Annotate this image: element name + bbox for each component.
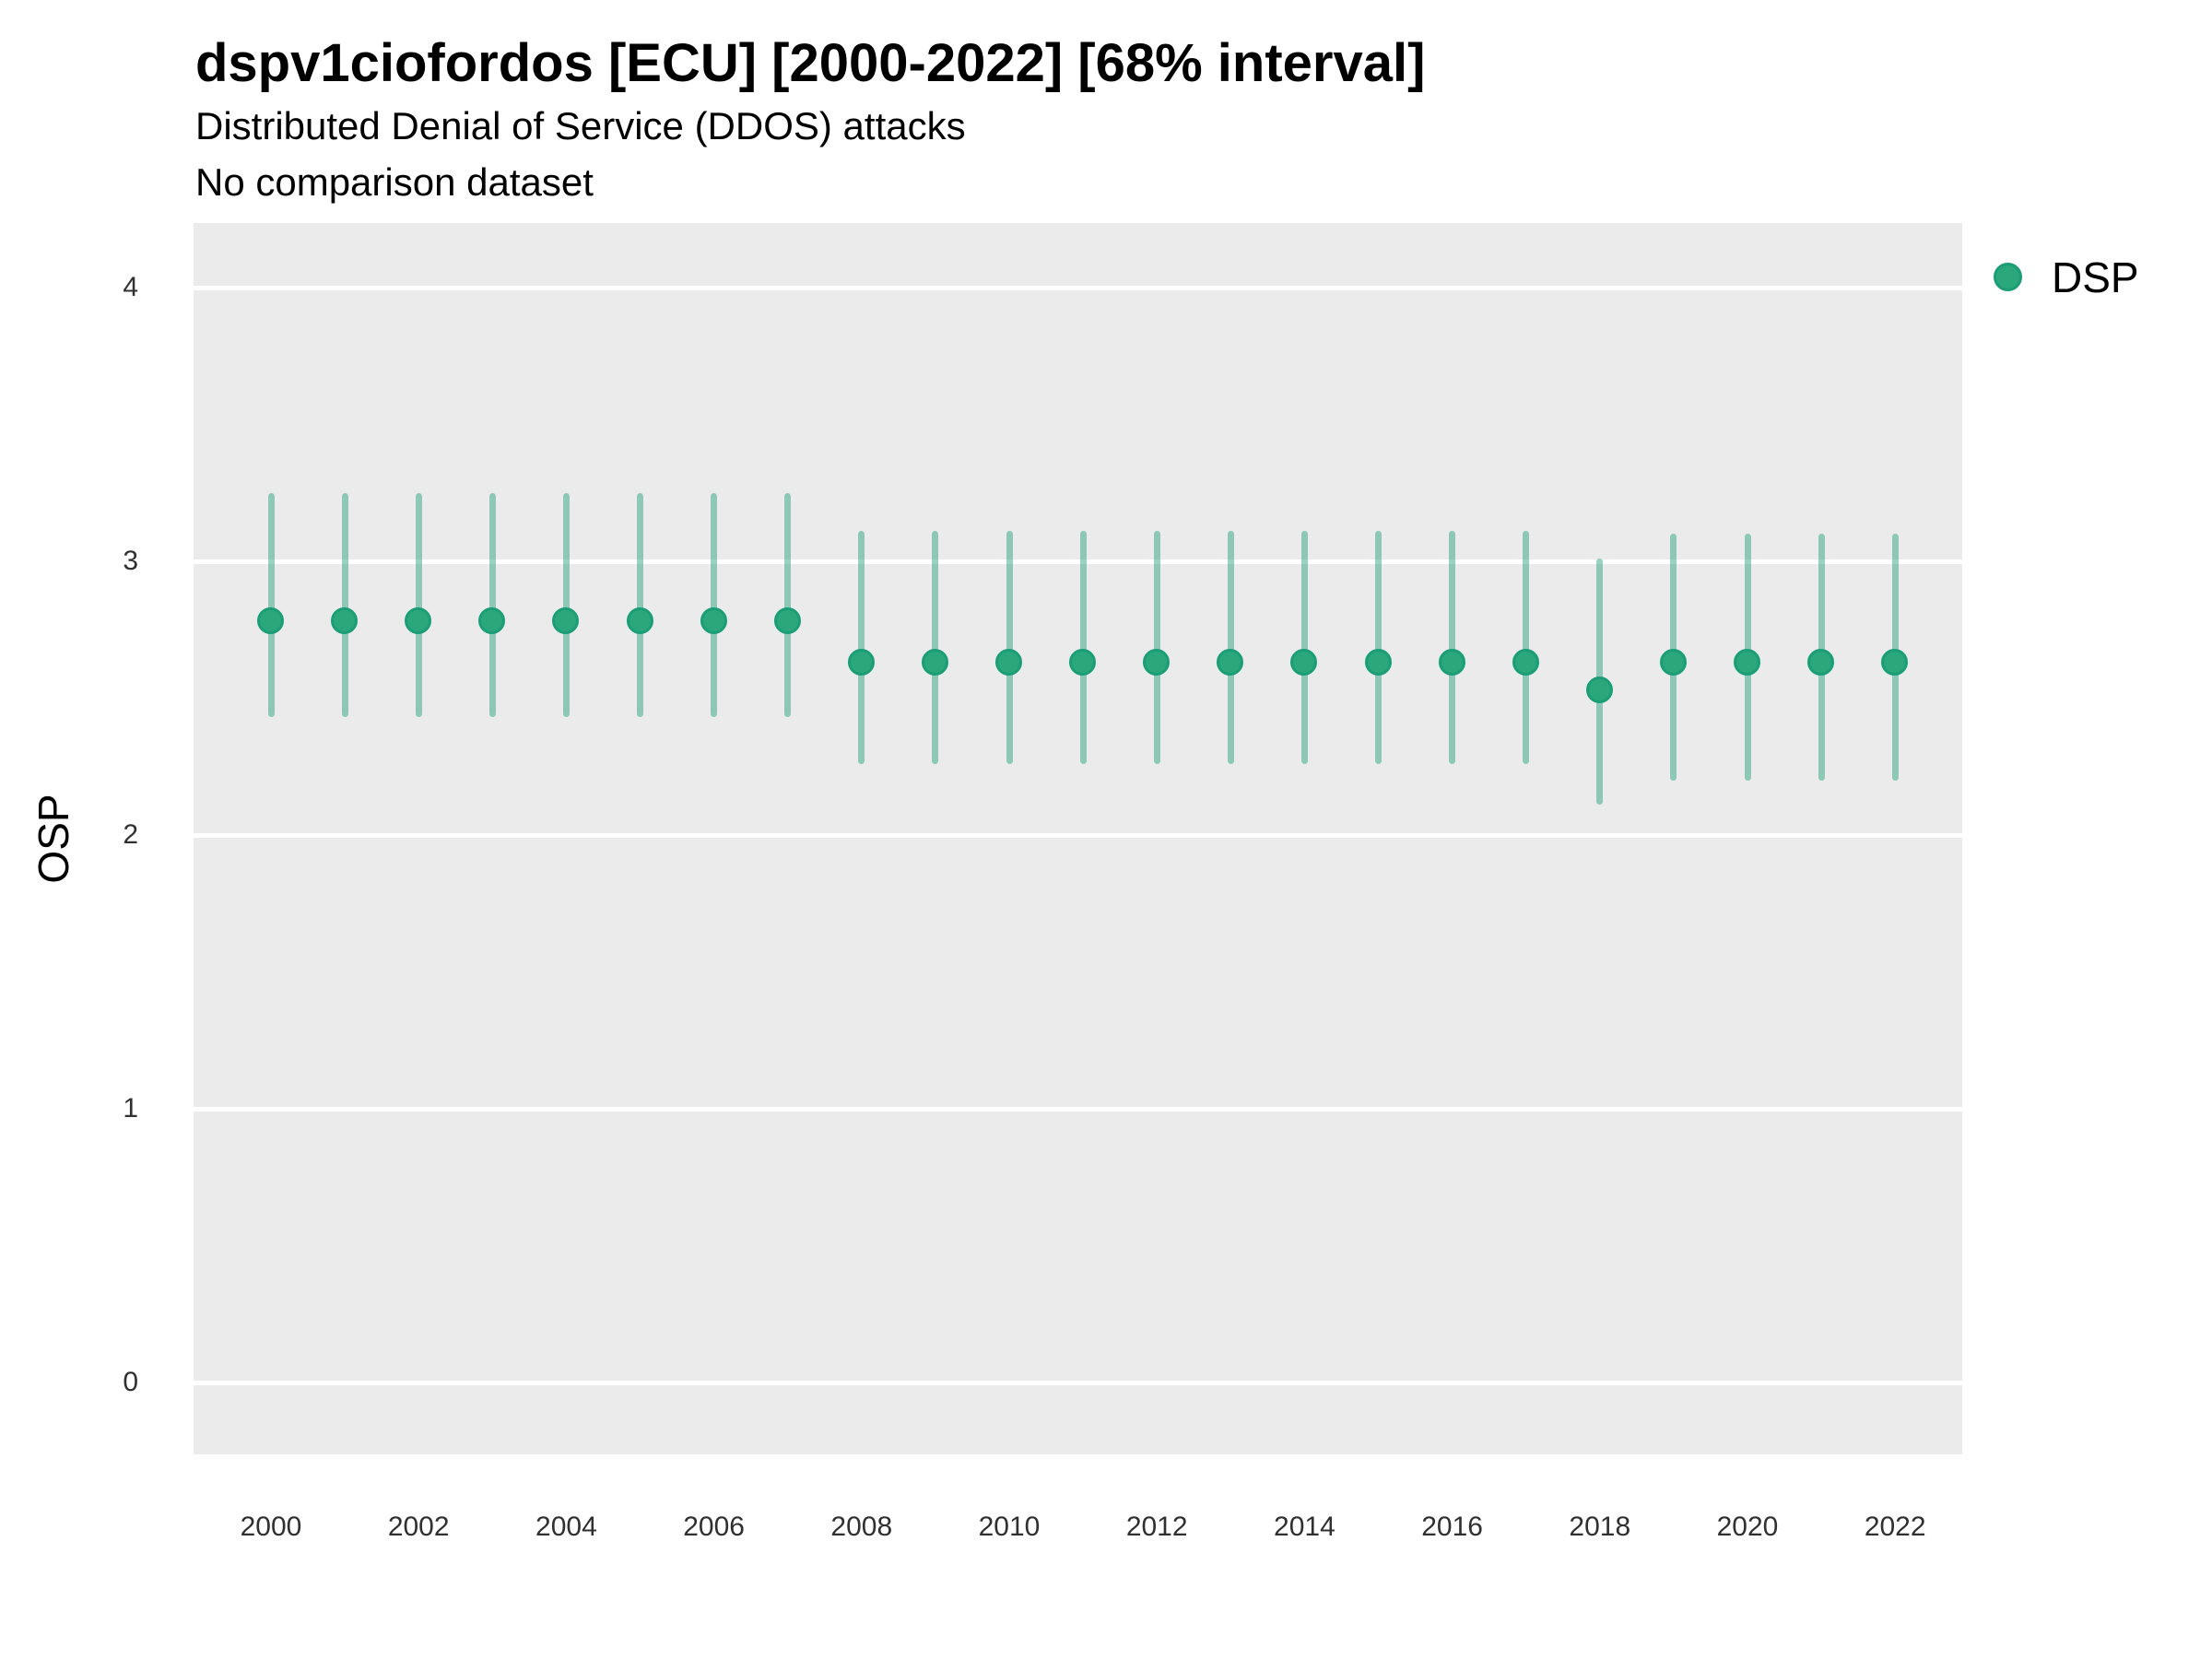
interval-bar-2004: [562, 492, 570, 718]
data-point-2022: [1881, 648, 1909, 676]
interval-bar-2005: [637, 492, 643, 718]
data-point-2011: [1069, 648, 1097, 676]
x-tick-label-2000: 2000: [240, 1512, 302, 1542]
data-point-2010: [995, 648, 1022, 676]
data-point-2012: [1143, 648, 1171, 676]
x-tick-label-2002: 2002: [387, 1512, 450, 1542]
data-point-2019: [1659, 648, 1687, 676]
data-point-2005: [626, 607, 653, 635]
data-point-2007: [773, 607, 801, 635]
y-tick-label-0: 0: [123, 1367, 138, 1397]
plot-panel: [194, 223, 1962, 1454]
interval-bar-2015: [1375, 531, 1382, 764]
interval-bar-2002: [415, 492, 422, 718]
interval-bar-2001: [341, 492, 348, 718]
x-tick-label-2004: 2004: [535, 1512, 597, 1542]
gridline-y-1: [194, 1106, 1962, 1112]
x-tick-label-2006: 2006: [683, 1512, 745, 1542]
gridline-y-0: [194, 1380, 1962, 1385]
interval-bar-2010: [1006, 531, 1013, 764]
data-point-2002: [405, 607, 432, 635]
data-point-2013: [1217, 648, 1244, 676]
data-point-2016: [1438, 648, 1465, 676]
y-tick-label-3: 3: [123, 546, 138, 576]
data-point-2003: [478, 607, 506, 635]
data-point-2017: [1512, 648, 1539, 676]
interval-bar-2016: [1449, 531, 1456, 764]
gridline-y-2: [194, 832, 1962, 838]
data-point-2004: [552, 607, 580, 635]
interval-bar-2012: [1153, 531, 1160, 764]
data-point-2000: [257, 607, 284, 635]
interval-bar-2014: [1300, 531, 1308, 764]
chart-note: No comparison dataset: [195, 160, 594, 204]
y-tick-label-4: 4: [123, 272, 138, 302]
interval-bar-2009: [932, 531, 939, 764]
legend-label: DSP: [2052, 253, 2139, 301]
x-tick-label-2020: 2020: [1716, 1512, 1779, 1542]
interval-bar-2000: [267, 492, 275, 718]
data-point-2018: [1585, 676, 1613, 703]
x-tick-label-2016: 2016: [1421, 1512, 1483, 1542]
y-tick-label-2: 2: [123, 819, 138, 850]
x-tick-label-2014: 2014: [1274, 1512, 1335, 1542]
data-point-2006: [700, 607, 727, 635]
data-point-2008: [847, 648, 875, 676]
gridline-y-3: [194, 559, 1962, 564]
data-point-2021: [1807, 648, 1835, 676]
x-tick-label-2018: 2018: [1569, 1512, 1631, 1542]
x-tick-label-2022: 2022: [1864, 1512, 1926, 1542]
data-point-2015: [1364, 648, 1392, 676]
data-point-2001: [331, 607, 359, 635]
y-tick-label-1: 1: [123, 1093, 138, 1124]
data-point-2014: [1290, 648, 1318, 676]
chart-title: dspv1ciofordos [ECU] [2000-2022] [68% in…: [195, 33, 1426, 93]
data-point-2009: [921, 648, 948, 676]
x-tick-label-2008: 2008: [830, 1512, 893, 1542]
chart-subtitle: Distributed Denial of Service (DDOS) att…: [195, 104, 966, 147]
interval-bar-2006: [711, 492, 718, 718]
gridline-y-4: [194, 285, 1962, 290]
interval-bar-2003: [488, 492, 496, 718]
data-point-2020: [1734, 648, 1760, 676]
interval-bar-2013: [1227, 531, 1234, 764]
interval-bar-2008: [858, 531, 865, 764]
interval-bar-2017: [1523, 531, 1530, 764]
interval-bar-2007: [784, 492, 792, 718]
x-tick-label-2012: 2012: [1125, 1512, 1188, 1542]
x-tick-label-2010: 2010: [978, 1512, 1041, 1542]
legend-marker-icon: [1994, 263, 2022, 291]
interval-bar-2011: [1079, 531, 1087, 764]
